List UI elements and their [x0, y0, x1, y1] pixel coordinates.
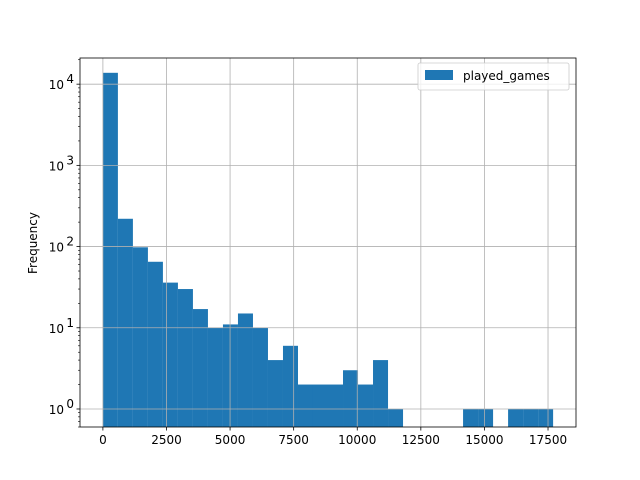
y-tick-label-exponent: 3: [66, 153, 74, 167]
histogram-bar: [162, 282, 178, 427]
x-tick-label: 17500: [529, 433, 567, 447]
histogram-bar: [328, 384, 344, 427]
histogram-bar: [538, 408, 554, 427]
x-tick-label: 7500: [278, 433, 309, 447]
y-axis-title: Frequency: [26, 212, 40, 274]
histogram-bar: [297, 384, 313, 427]
y-tick-label-exponent: 0: [66, 397, 74, 411]
x-axis: 0 2500 5000 7500 10000 12500 15000 17500: [99, 427, 567, 447]
histogram-bar: [463, 408, 479, 427]
y-tick-label: 10: [49, 403, 64, 417]
legend: played_games: [417, 62, 570, 91]
histogram-bar: [117, 218, 133, 427]
y-tick-label-exponent: 4: [66, 72, 74, 86]
legend-box: [417, 62, 570, 91]
y-tick-label-exponent: 1: [66, 316, 74, 330]
histogram-bar: [343, 370, 359, 427]
histogram-bar: [132, 247, 148, 427]
histogram-bar: [282, 345, 298, 427]
histogram-bar: [373, 360, 389, 427]
x-tick-label: 15000: [465, 433, 503, 447]
histogram-bar: [523, 408, 539, 427]
y-tick-label: 10: [49, 159, 64, 173]
x-tick-label: 12500: [402, 433, 440, 447]
histogram-bar: [388, 408, 404, 427]
x-tick-label: 0: [99, 433, 107, 447]
histogram-bar: [252, 327, 268, 427]
histogram-bar: [478, 408, 494, 427]
histogram-bar: [102, 72, 118, 427]
y-tick-label: 10: [49, 241, 64, 255]
plot-frame: [79, 57, 577, 428]
histogram-bar: [237, 313, 253, 427]
x-tick-label: 2500: [151, 433, 182, 447]
histogram-bar: [177, 289, 193, 427]
legend-swatch: [425, 70, 453, 80]
legend-label: played_games: [463, 69, 550, 83]
histogram-bar: [207, 327, 223, 427]
x-tick-label: 5000: [215, 433, 246, 447]
histogram-bar: [312, 384, 328, 427]
histogram-bar: [358, 384, 374, 427]
histogram-bar: [192, 309, 208, 427]
y-tick-label-exponent: 2: [66, 235, 74, 249]
y-tick-label: 10: [49, 322, 64, 336]
y-tick-label: 10: [49, 78, 64, 92]
histogram-bar: [508, 408, 524, 427]
x-tick-label: 10000: [338, 433, 376, 447]
histogram-bar: [267, 360, 283, 427]
histogram-bar: [147, 261, 163, 427]
